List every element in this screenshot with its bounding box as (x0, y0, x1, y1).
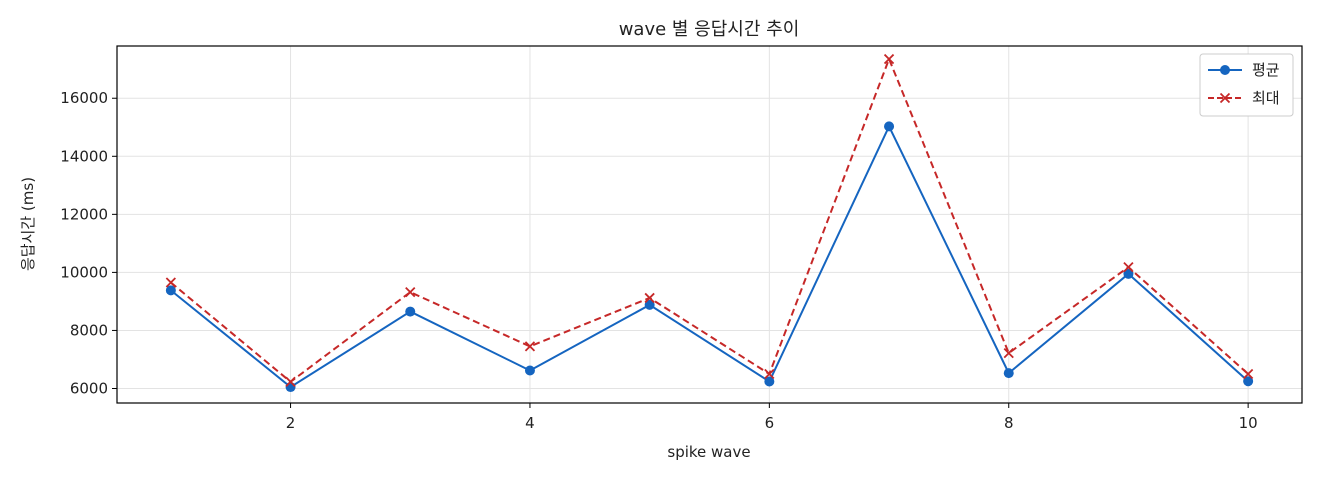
data-point (1123, 262, 1134, 273)
data-point (1003, 368, 1014, 379)
y-tick-label: 14000 (60, 147, 108, 165)
plot-area-frame (116, 45, 1303, 404)
data-point (764, 368, 775, 380)
y-axis-label: 응답시간 (ms) (19, 177, 37, 271)
chart-title: wave 별 응답시간 추이 (619, 19, 800, 40)
legend-label: 평균 (1252, 61, 1280, 79)
data-point (1123, 268, 1134, 279)
x-tick-label: 8 (1004, 414, 1014, 432)
x-tick-label: 10 (1239, 414, 1258, 432)
data-point (405, 286, 416, 298)
axis-ticks: 2 4 6 8 10 6000 8000 10000 12000 14000 16000 (60, 89, 1257, 432)
data-point (165, 277, 177, 288)
legend-marker (1220, 65, 1230, 75)
data-point (644, 299, 655, 310)
series-line (170, 124, 1249, 389)
data-point (405, 306, 416, 317)
y-tick-label: 12000 (60, 205, 108, 223)
y-tick-label: 10000 (60, 263, 108, 281)
data-point (165, 285, 176, 296)
data-point (524, 365, 535, 376)
series-max (165, 53, 1254, 387)
x-tick-label: 6 (765, 414, 775, 432)
data-point (883, 53, 895, 65)
x-axis-label: spike wave (667, 443, 750, 461)
series-line (170, 56, 1249, 384)
data-point (524, 341, 536, 352)
data-point (1243, 368, 1254, 380)
data-point (884, 121, 895, 132)
x-tick-label: 2 (286, 414, 296, 432)
data-point (644, 292, 655, 304)
y-tick-label: 6000 (70, 379, 108, 397)
data-point (1003, 347, 1014, 359)
data-point (1243, 376, 1254, 387)
y-tick-label: 8000 (70, 321, 108, 339)
grid-lines (117, 46, 1302, 403)
data-point (285, 376, 296, 387)
y-tick-label: 16000 (60, 89, 108, 107)
legend-label: 최대 (1252, 89, 1280, 107)
x-tick-label: 4 (525, 414, 535, 432)
data-point (285, 382, 296, 393)
data-point (764, 376, 775, 387)
legend-marker (1219, 92, 1231, 104)
series-average (165, 121, 1254, 393)
series-layer (165, 53, 1254, 393)
